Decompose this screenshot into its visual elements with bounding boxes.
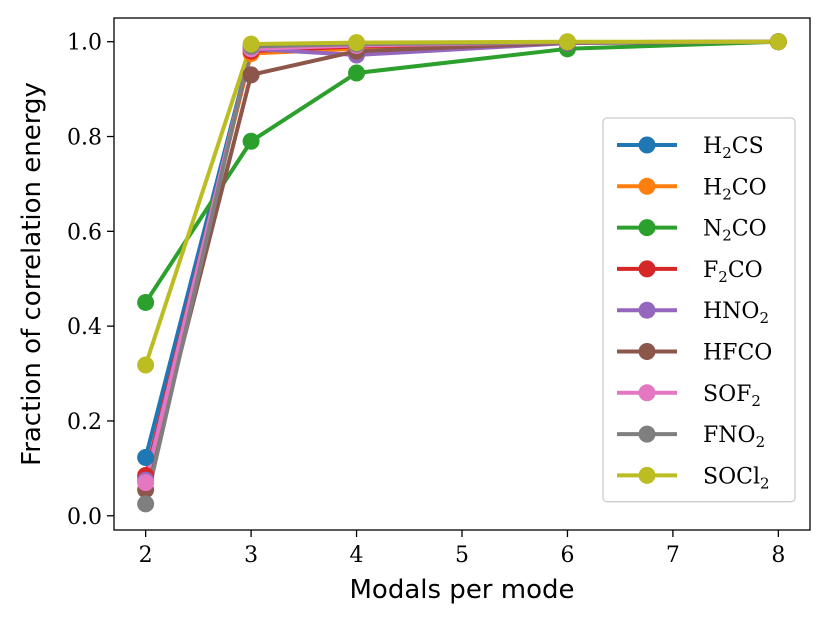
legend-label-SOCl2: SOCl2: [703, 464, 770, 492]
legend-marker-N2CO: [638, 219, 656, 237]
data-point-H2CS-2: [137, 448, 155, 466]
data-point-N2CO-3: [242, 132, 260, 150]
data-point-SOCl2-6: [558, 33, 576, 51]
legend-marker-F2CO: [638, 260, 656, 278]
y-tick-label-0.4: 0.4: [67, 315, 102, 340]
legend-marker-H2CO: [638, 177, 656, 195]
x-tick-label-6: 6: [560, 543, 574, 568]
x-tick-label-3: 3: [244, 543, 258, 568]
data-point-N2CO-4: [348, 64, 366, 82]
x-tick-label-4: 4: [350, 543, 364, 568]
data-point-FNO2-2: [137, 495, 155, 513]
y-tick-label-0.2: 0.2: [67, 410, 102, 435]
legend-marker-SOF2: [638, 384, 656, 402]
data-point-SOCl2-8: [769, 33, 787, 51]
legend-marker-SOCl2: [638, 466, 656, 484]
legend-marker-HNO2: [638, 301, 656, 319]
data-point-SOCl2-3: [242, 35, 260, 53]
legend-label-HNO2: HNO2: [703, 299, 769, 327]
data-point-SOF2-2: [137, 474, 155, 492]
legend-marker-FNO2: [638, 425, 656, 443]
y-tick-label-0.8: 0.8: [67, 126, 102, 151]
data-point-SOCl2-4: [348, 34, 366, 52]
x-tick-label-5: 5: [455, 543, 469, 568]
data-point-SOCl2-2: [137, 356, 155, 374]
legend-box: [602, 117, 796, 503]
legend-label-FNO2: FNO2: [703, 423, 765, 451]
legend-label-HFCO: HFCO: [703, 341, 772, 366]
legend-label-H2CS: H2CS: [703, 134, 764, 162]
data-point-N2CO-2: [137, 293, 155, 311]
legend-marker-HFCO: [638, 343, 656, 360]
legend: H2CS H2CO N2CO F2CO HNO2 HFCO SOF2 FNO2 SOCl2: [602, 117, 796, 503]
y-axis-label: Fraction of correlation energy: [17, 82, 47, 466]
x-tick-label-8: 8: [771, 543, 785, 568]
x-tick-label-7: 7: [666, 543, 680, 568]
y-tick-label-0.6: 0.6: [67, 220, 102, 245]
legend-label-SOF2: SOF2: [703, 382, 761, 410]
x-tick-label-2: 2: [139, 543, 153, 568]
legend-label-F2CO: F2CO: [703, 258, 763, 286]
legend-label-H2CO: H2CO: [703, 175, 767, 203]
x-axis-label: Modals per mode: [350, 575, 575, 605]
plot-area: [137, 33, 787, 513]
y-tick-label-1: 1.0: [67, 31, 102, 56]
legend-label-N2CO: N2CO: [703, 217, 767, 245]
legend-marker-H2CS: [638, 136, 656, 154]
data-point-HFCO-3: [242, 66, 260, 84]
y-tick-label-0: 0.0: [67, 505, 102, 530]
axes: 2 3 4 5 6 7 8 0.0 0.2 0.4 0.6 0.8 1.0: [67, 17, 811, 568]
